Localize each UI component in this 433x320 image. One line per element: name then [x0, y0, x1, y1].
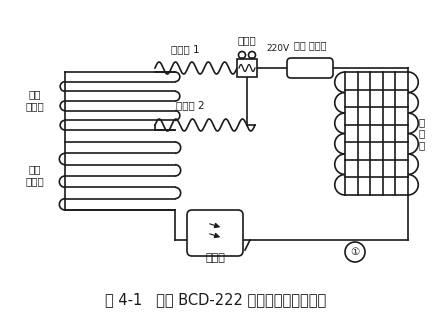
FancyBboxPatch shape: [287, 58, 333, 78]
Text: 换向阀: 换向阀: [238, 35, 256, 45]
Text: 冷藏
蒸发器: 冷藏 蒸发器: [26, 89, 44, 111]
Text: 干燥 过滤器: 干燥 过滤器: [294, 40, 326, 50]
Bar: [237, 59, 257, 77]
Text: 压缩机: 压缩机: [205, 253, 225, 263]
Text: 图 4-1   航天 BCD-222 直冷式双温控冷系统: 图 4-1 航天 BCD-222 直冷式双温控冷系统: [105, 292, 326, 308]
Text: 毛细管 1: 毛细管 1: [171, 44, 199, 54]
Text: 220V: 220V: [266, 44, 289, 53]
Text: 冷
凝
器: 冷 凝 器: [419, 117, 425, 150]
FancyBboxPatch shape: [187, 210, 243, 256]
Text: 冷冻
蒸发器: 冷冻 蒸发器: [26, 164, 44, 186]
Text: 毛细管 2: 毛细管 2: [176, 100, 204, 110]
Text: ①: ①: [350, 247, 360, 257]
